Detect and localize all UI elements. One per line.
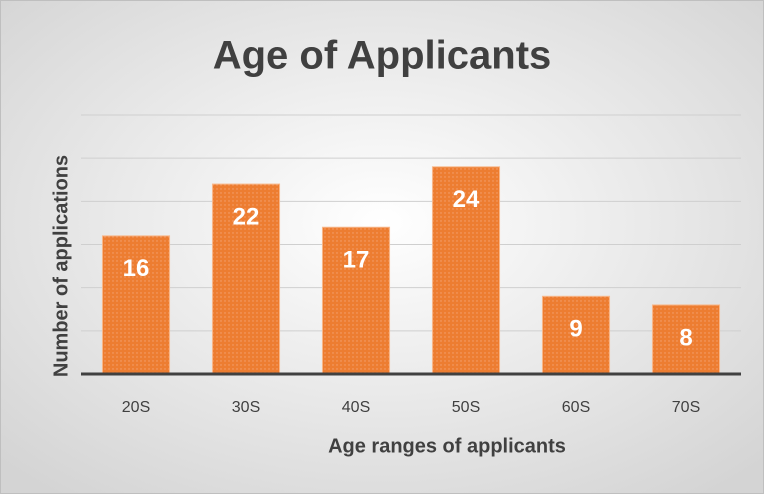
x-tick-label: 40S	[342, 399, 370, 416]
x-tick-label: 50S	[452, 399, 480, 416]
data-label: 24	[453, 186, 480, 213]
chart-title: Age of Applicants	[213, 34, 552, 78]
x-tick-label: 30S	[232, 399, 260, 416]
data-label: 9	[569, 316, 582, 343]
data-label: 8	[679, 324, 692, 351]
bar	[541, 295, 611, 375]
x-tick-label: 20S	[122, 399, 150, 416]
x-tick-label: 60S	[562, 399, 590, 416]
bar	[651, 304, 721, 375]
bar	[211, 183, 281, 375]
x-axis-label: Age ranges of applicants	[328, 435, 566, 457]
x-tick-label: 70S	[672, 399, 700, 416]
data-label: 16	[123, 255, 150, 282]
y-axis-label: Number of applications	[50, 155, 72, 377]
bar	[101, 235, 171, 375]
data-label: 22	[233, 203, 260, 230]
data-label: 17	[343, 247, 370, 274]
bar	[431, 166, 501, 375]
bar	[321, 226, 391, 375]
